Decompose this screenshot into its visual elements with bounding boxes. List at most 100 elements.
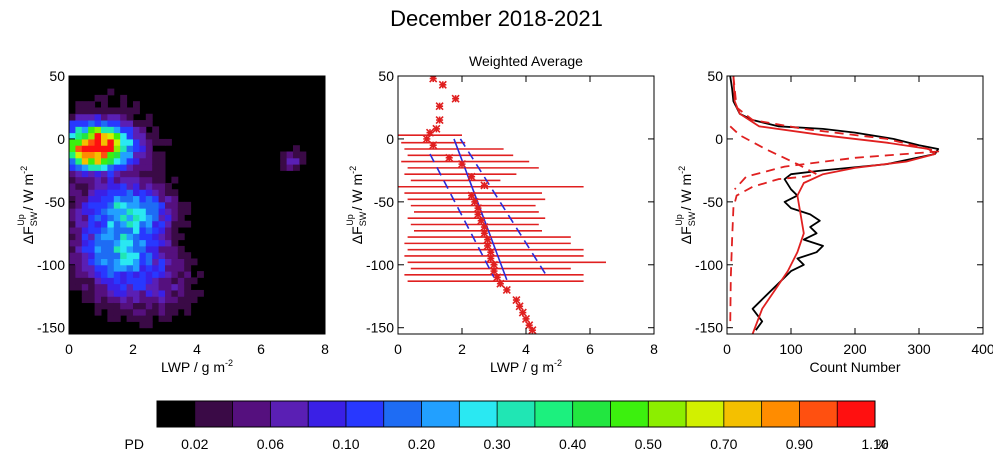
heatmap-cell — [165, 227, 172, 234]
heatmap-cell — [133, 264, 140, 272]
heatmap-cell — [81, 264, 89, 272]
heatmap-cell — [139, 126, 147, 134]
heatmap-cell — [171, 220, 179, 228]
heatmap-cell — [120, 289, 128, 297]
heatmap-cell — [69, 120, 76, 127]
heatmap-cell — [107, 302, 115, 310]
data-point — [435, 102, 444, 111]
axes-2: 0 2 4 6 8 50 0 -50 -100 -150 — [366, 68, 658, 357]
heatmap-cell — [75, 220, 83, 228]
heatmap-cell — [69, 258, 76, 266]
heatmap-cell — [113, 233, 121, 241]
heatmap-cell — [126, 189, 134, 197]
x-tick-label: 0 — [394, 341, 402, 357]
series-line-3 — [732, 76, 940, 190]
heatmap-cell — [133, 157, 140, 165]
heatmap-cell — [113, 120, 121, 127]
data-point — [528, 326, 537, 334]
heatmap-cell — [120, 151, 128, 159]
heatmap-cell — [158, 195, 166, 203]
data-point — [477, 216, 486, 225]
heatmap-cell — [75, 252, 83, 259]
heatmap-cell — [75, 233, 83, 241]
heatmap-cell — [158, 138, 166, 146]
heatmap-cell — [101, 233, 108, 241]
heatmap-cell — [139, 138, 147, 146]
heatmap-cell — [120, 252, 128, 259]
heatmap-cell — [139, 182, 147, 190]
heatmap-cell — [101, 296, 108, 304]
heatmap-cell — [107, 126, 115, 134]
heatmap-cell — [75, 201, 83, 209]
heatmap-cell — [126, 227, 134, 234]
heatmap-cell — [165, 233, 172, 241]
heatmap-cell — [120, 283, 128, 291]
heatmap-cell — [120, 220, 128, 228]
y-tick-label: -50 — [45, 194, 65, 210]
heatmap-cell — [107, 107, 115, 115]
heatmap-cell — [94, 176, 102, 184]
heatmap-cell — [171, 302, 179, 310]
heatmap-cell — [133, 308, 140, 316]
heatmap-cell — [81, 151, 89, 159]
heatmap-cell — [171, 176, 179, 184]
heatmap-cell — [133, 138, 140, 146]
heatmap-cell — [171, 277, 179, 285]
heatmap-cell — [101, 94, 108, 102]
heatmap-cell — [94, 151, 102, 159]
heatmap-cell — [75, 138, 83, 146]
x-tick-label: 2 — [458, 341, 466, 357]
heatmap-cell — [113, 277, 121, 285]
heatmap-cell — [88, 214, 96, 222]
heatmap-cell — [107, 296, 115, 304]
heatmap-cell — [158, 296, 166, 304]
heatmap-cell — [107, 264, 115, 272]
heatmap-cell — [133, 245, 140, 253]
colorbar-swatch — [837, 401, 876, 427]
heatmap-cell — [152, 302, 160, 310]
heatmap-cell — [171, 271, 179, 278]
heatmap-cell — [145, 182, 153, 190]
heatmap-cell — [177, 289, 185, 297]
data-point — [435, 115, 444, 125]
heatmap-cell — [145, 208, 153, 215]
heatmap-cell — [126, 195, 134, 203]
heatmap-cell — [133, 201, 140, 209]
heatmap-cell — [158, 252, 166, 259]
heatmap-cell — [126, 264, 134, 272]
heatmap-cell — [88, 138, 96, 146]
y-tick-label: -50 — [703, 194, 723, 210]
heatmap-cell — [101, 107, 108, 115]
heatmap-cell — [139, 227, 147, 234]
y-tick-label: 0 — [715, 131, 723, 147]
fit-bound-line — [429, 153, 495, 278]
heatmap-cell — [177, 245, 185, 253]
heatmap-cell — [94, 113, 102, 121]
colorbar-tick-label: 1.10 — [861, 436, 888, 450]
heatmap-cell — [81, 252, 89, 259]
heatmap-cell — [165, 201, 172, 209]
colorbar-swatch — [459, 401, 498, 427]
heatmap-cell — [94, 258, 102, 266]
heatmap-cell — [113, 296, 121, 304]
x-tick-label: 300 — [907, 341, 931, 357]
heatmap-cell — [133, 239, 140, 247]
heatmap-cell — [177, 252, 185, 259]
data-point — [432, 124, 441, 133]
heatmap-cell — [107, 182, 115, 190]
heatmap-cell — [107, 145, 115, 153]
heatmap-cell — [69, 252, 76, 259]
heatmap-cell — [139, 245, 147, 253]
heatmap-cell — [101, 126, 108, 134]
panel-title-weighted-average: Weighted Average — [469, 53, 583, 69]
colorbar-swatch — [345, 401, 385, 427]
heatmap-cell — [81, 189, 89, 197]
heatmap-cell — [126, 302, 134, 310]
heatmap-cell — [158, 315, 166, 322]
count-lines — [729, 76, 940, 334]
heatmap-cell — [107, 132, 115, 140]
heatmap-cell — [88, 113, 96, 121]
heatmap-cell — [107, 120, 115, 127]
colorbar-tick-label: 0.06 — [257, 436, 284, 450]
